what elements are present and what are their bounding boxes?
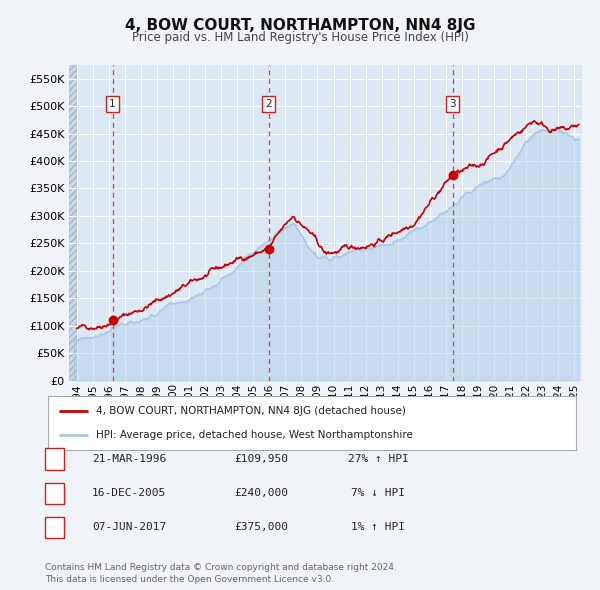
Text: £375,000: £375,000 [234, 523, 288, 532]
Bar [69, 65, 77, 381]
Text: 3: 3 [51, 523, 58, 532]
Text: 7% ↓ HPI: 7% ↓ HPI [351, 489, 405, 498]
Text: £240,000: £240,000 [234, 489, 288, 498]
Text: 4, BOW COURT, NORTHAMPTON, NN4 8JG: 4, BOW COURT, NORTHAMPTON, NN4 8JG [125, 18, 475, 32]
Text: 1% ↑ HPI: 1% ↑ HPI [351, 523, 405, 532]
Bar [69, 65, 77, 381]
Text: £109,950: £109,950 [234, 454, 288, 464]
Text: Contains HM Land Registry data © Crown copyright and database right 2024.
This d: Contains HM Land Registry data © Crown c… [45, 563, 397, 584]
Text: 21-MAR-1996: 21-MAR-1996 [92, 454, 166, 464]
Text: Price paid vs. HM Land Registry's House Price Index (HPI): Price paid vs. HM Land Registry's House … [131, 31, 469, 44]
Text: 2: 2 [265, 99, 272, 109]
Text: 1: 1 [51, 454, 58, 464]
Text: 2: 2 [51, 489, 58, 498]
Text: 07-JUN-2017: 07-JUN-2017 [92, 523, 166, 532]
Text: 4, BOW COURT, NORTHAMPTON, NN4 8JG (detached house): 4, BOW COURT, NORTHAMPTON, NN4 8JG (deta… [95, 406, 406, 416]
Text: 1: 1 [109, 99, 116, 109]
Text: 3: 3 [449, 99, 456, 109]
Text: 16-DEC-2005: 16-DEC-2005 [92, 489, 166, 498]
Text: HPI: Average price, detached house, West Northamptonshire: HPI: Average price, detached house, West… [95, 430, 412, 440]
Text: 27% ↑ HPI: 27% ↑ HPI [347, 454, 409, 464]
